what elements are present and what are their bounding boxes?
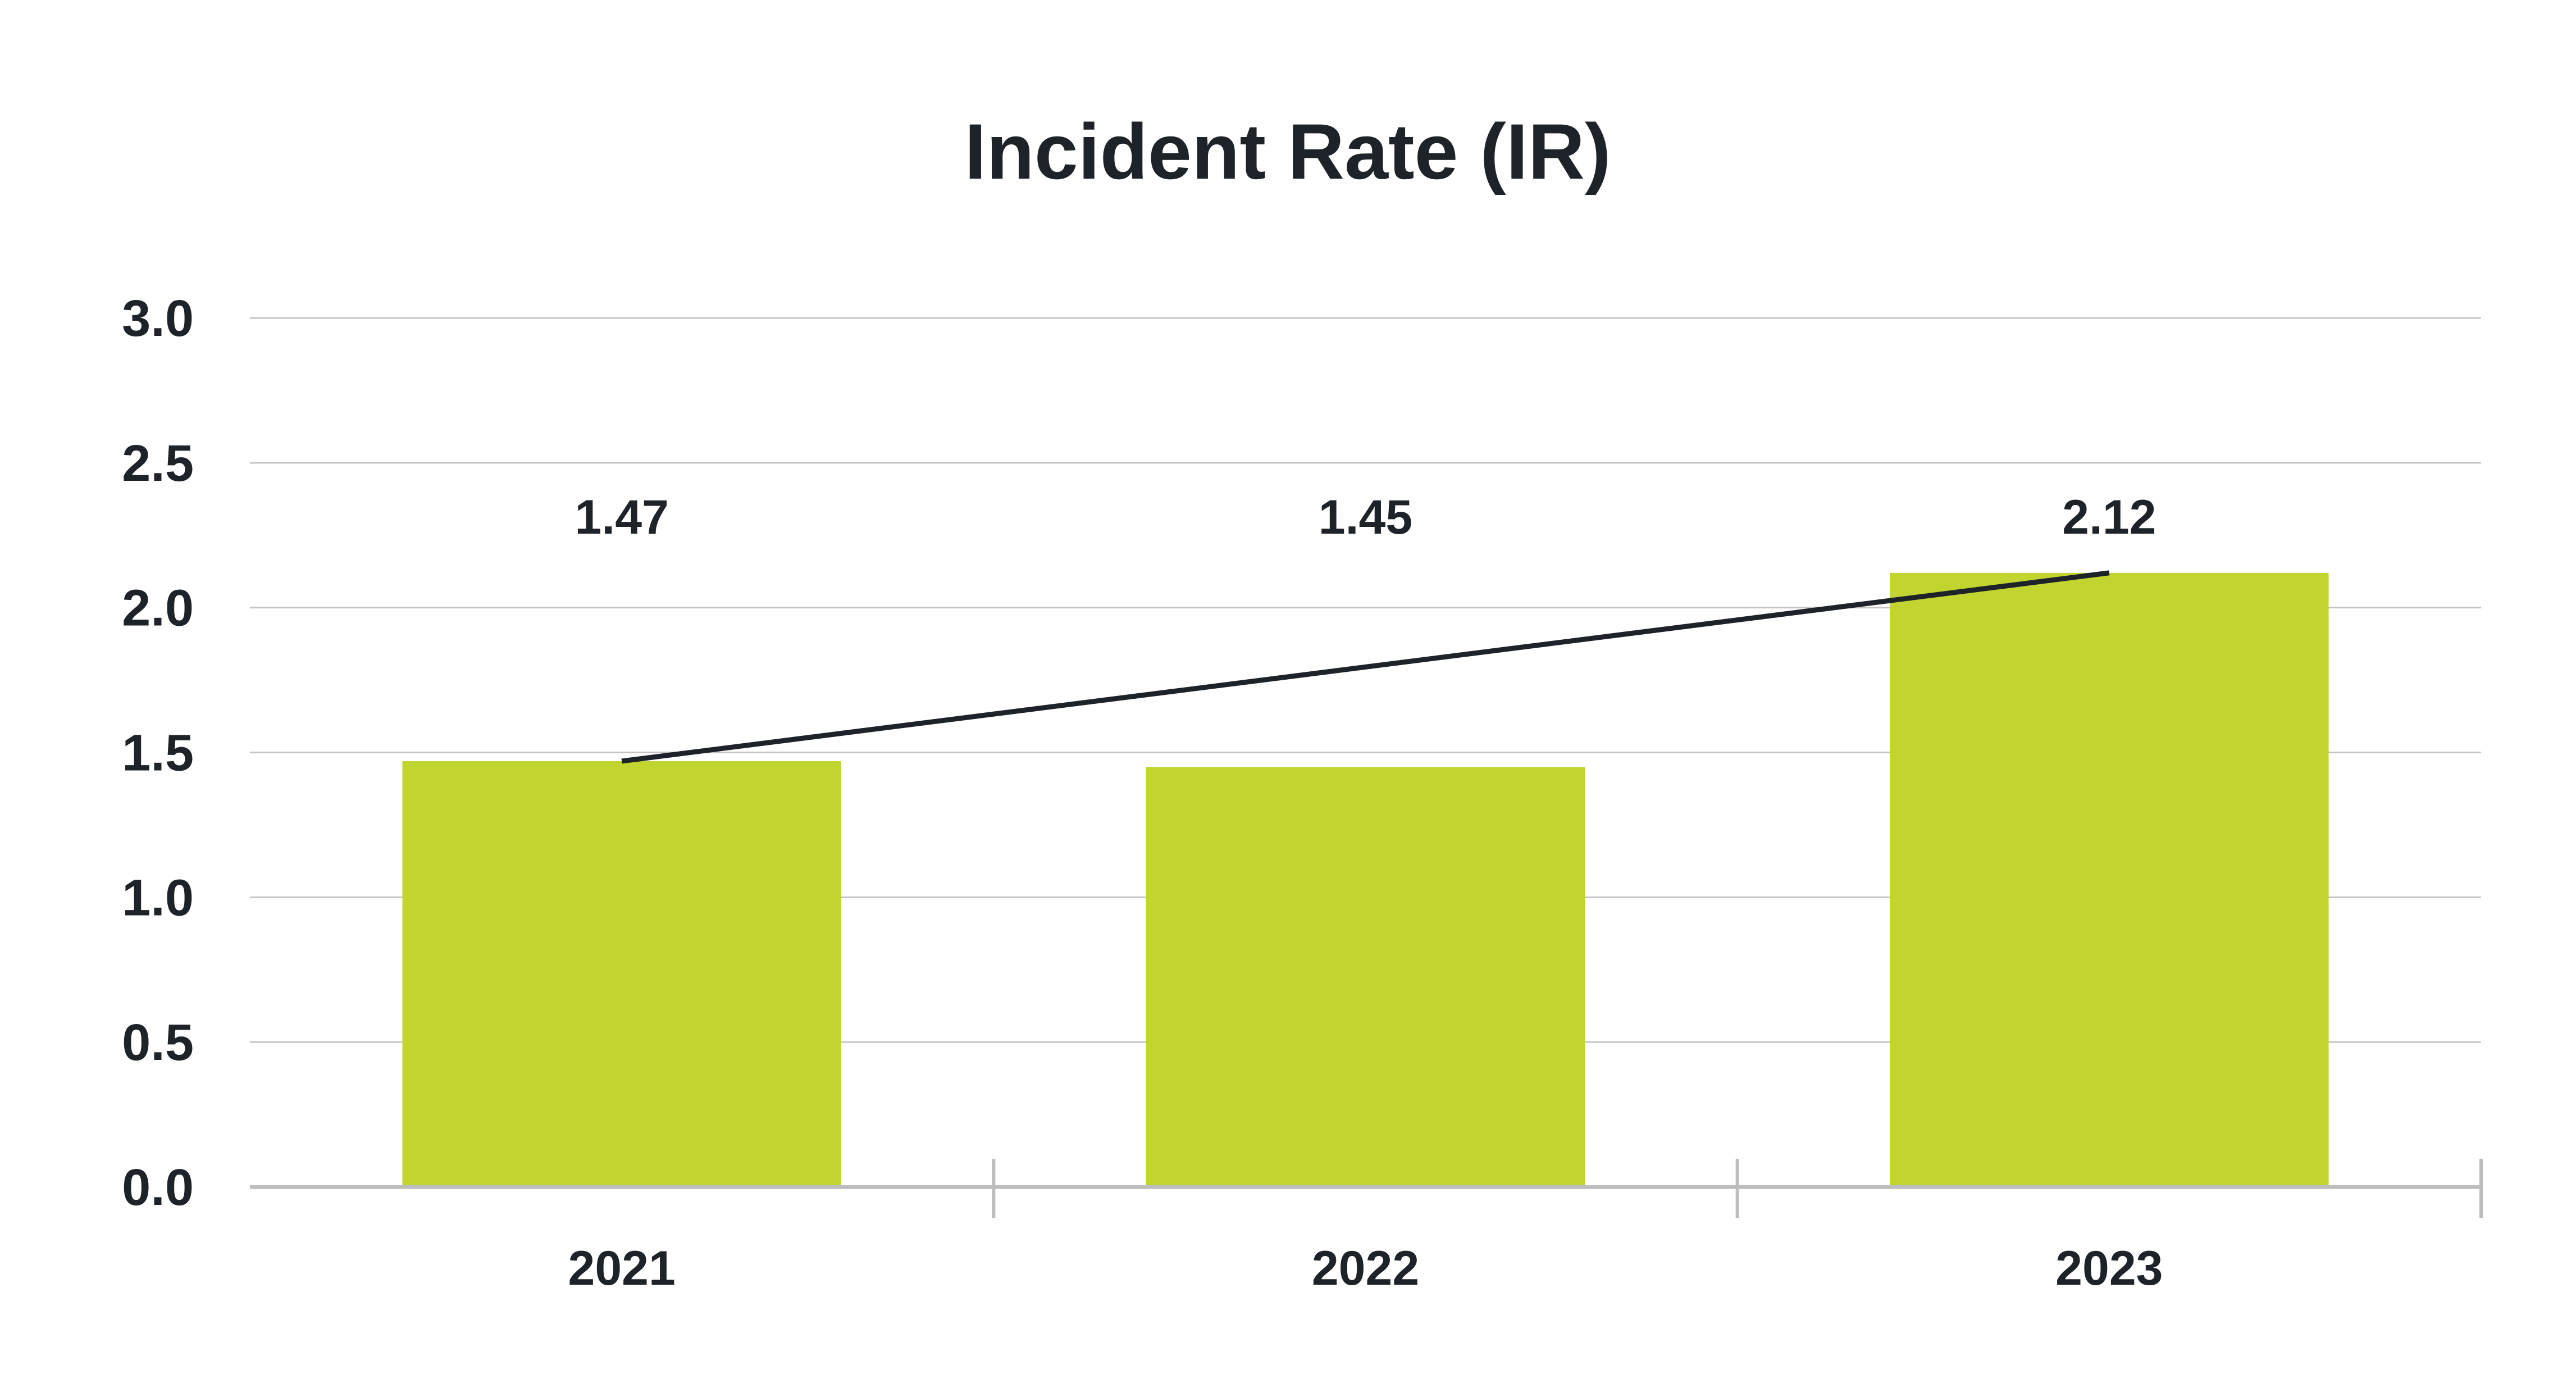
chart-title: Incident Rate (IR): [964, 107, 1611, 195]
bar-2021: [402, 761, 841, 1187]
bars: [402, 572, 2329, 1188]
y-tick-label: 0.0: [122, 1159, 194, 1216]
x-axis: [250, 1159, 2483, 1218]
y-tick-label: 2.5: [122, 435, 194, 492]
x-tick-label-2023: 2023: [2055, 1241, 2163, 1295]
y-tick-label: 1.0: [122, 869, 194, 926]
bar-2023: [1890, 572, 2329, 1188]
data-label-2021: 1.47: [575, 490, 668, 544]
data-label-2022: 1.45: [1319, 490, 1412, 544]
y-tick-label: 1.5: [122, 725, 194, 782]
trendline: [621, 570, 2110, 764]
y-tick-label: 3.0: [122, 290, 194, 347]
x-tick-label-2021: 2021: [568, 1241, 676, 1295]
trendline-line: [621, 570, 2110, 764]
bar-2022: [1146, 767, 1585, 1187]
data-label-2023: 2.12: [2062, 490, 2156, 544]
y-tick-label: 2.0: [122, 580, 194, 637]
data-labels: 1.47 1.45 2.12: [575, 490, 2156, 544]
y-tick-label: 0.5: [122, 1014, 194, 1071]
y-axis-ticks: 0.0 0.5 1.0 1.5 2.0 2.5 3.0: [122, 290, 194, 1216]
x-axis-ticks: 2021 2022 2023: [568, 1241, 2163, 1295]
x-tick-label-2022: 2022: [1312, 1241, 1419, 1295]
